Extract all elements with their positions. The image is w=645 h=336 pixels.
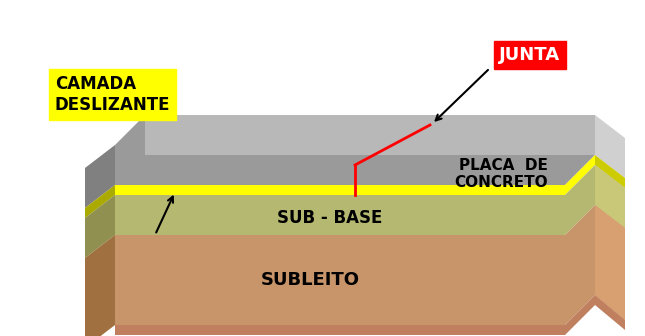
Polygon shape	[85, 145, 115, 208]
Polygon shape	[115, 205, 625, 325]
Polygon shape	[115, 115, 595, 185]
Polygon shape	[595, 205, 625, 240]
Polygon shape	[595, 115, 625, 178]
Text: CAMADA
DESLIZANTE: CAMADA DESLIZANTE	[55, 75, 170, 114]
Polygon shape	[145, 115, 595, 155]
Polygon shape	[85, 235, 115, 336]
Text: SUBLEITO: SUBLEITO	[261, 271, 359, 289]
Polygon shape	[595, 205, 625, 320]
Polygon shape	[595, 155, 625, 188]
Polygon shape	[85, 195, 115, 258]
Text: PLACA  DE
CONCRETO: PLACA DE CONCRETO	[454, 158, 548, 191]
Polygon shape	[595, 165, 625, 228]
Polygon shape	[115, 295, 625, 335]
Polygon shape	[85, 185, 115, 218]
Text: JUNTA: JUNTA	[499, 46, 561, 64]
Polygon shape	[115, 165, 625, 235]
Text: SUB - BASE: SUB - BASE	[277, 209, 382, 227]
Polygon shape	[115, 155, 595, 195]
